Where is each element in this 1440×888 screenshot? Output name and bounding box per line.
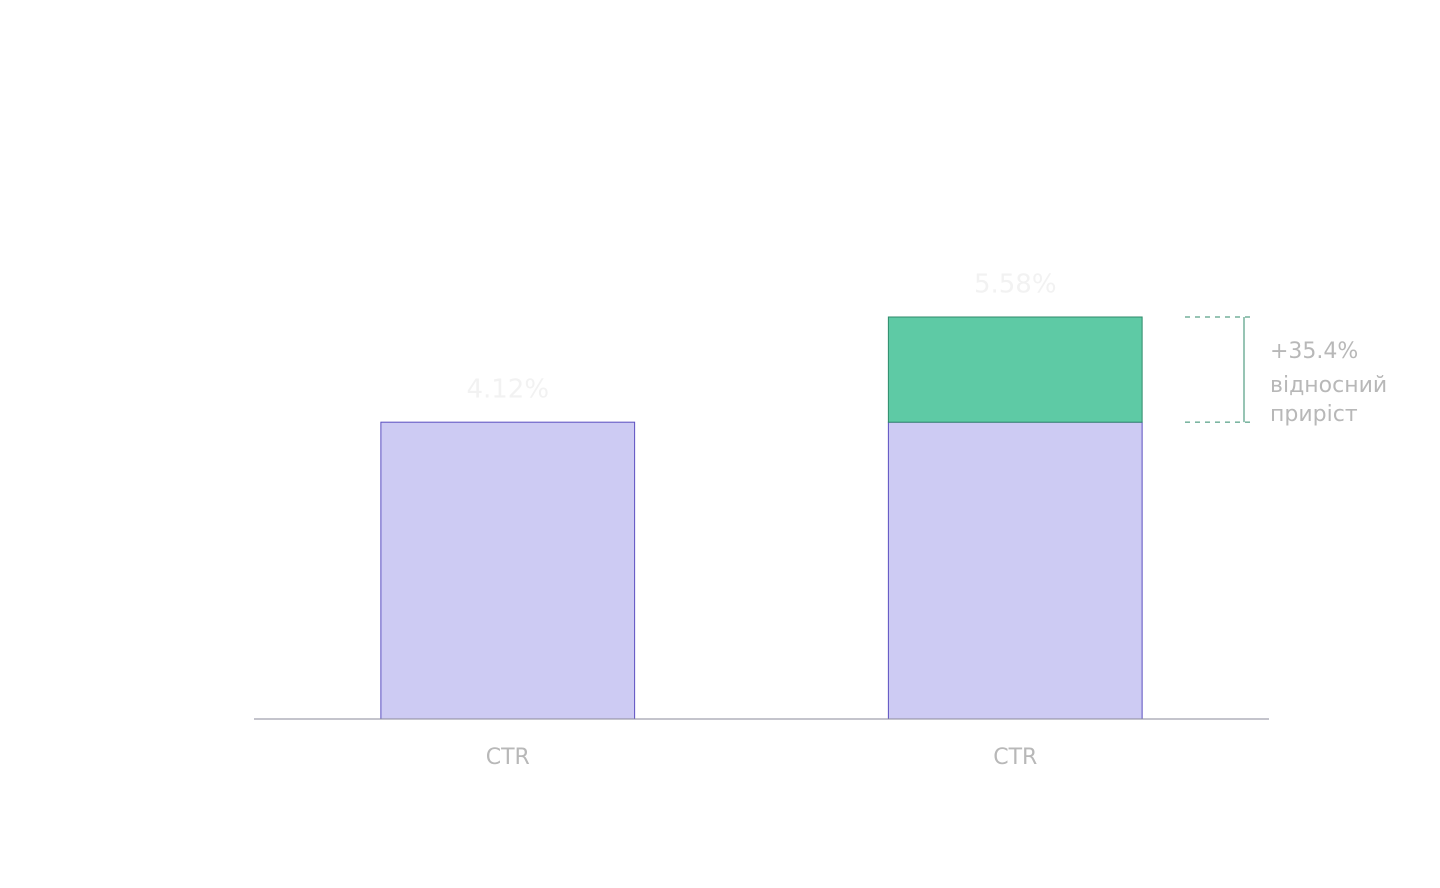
x-tick-label: CTR [486,745,530,770]
total-label: 5.58% [974,270,1057,300]
annotation-text: відносний [1270,373,1387,398]
bar-segment [887,316,1143,423]
total-label: 4.12% [466,375,549,405]
bar-segment [380,421,636,720]
x-tick-label: CTR [993,745,1037,770]
annotation-text: приріст [1270,402,1358,427]
annotation-label: +35.4% [1270,339,1358,364]
bar-segment [887,421,1143,720]
